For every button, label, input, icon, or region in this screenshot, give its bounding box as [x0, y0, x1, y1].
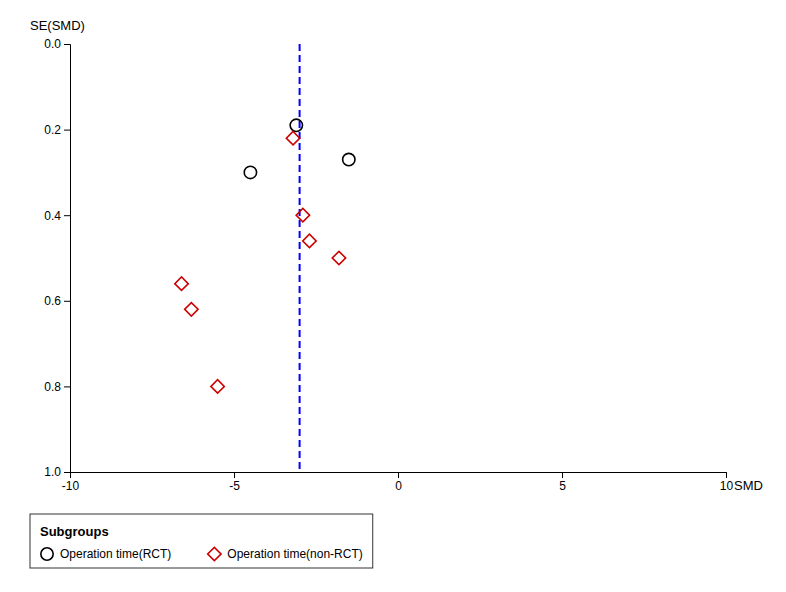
tick-label: -5	[229, 479, 240, 493]
tick-label: 0.4	[44, 209, 61, 223]
tick-mark	[726, 472, 727, 478]
legend-title: Subgroups	[40, 524, 109, 539]
x-axis-title: SMD	[734, 478, 763, 493]
marks	[175, 44, 355, 472]
reference-line	[299, 44, 301, 472]
series	[244, 119, 355, 178]
tick-label: 10	[720, 479, 734, 493]
point	[244, 166, 256, 178]
tick-mark	[64, 472, 70, 473]
tick: 5	[559, 472, 566, 493]
point	[211, 380, 224, 393]
tick-mark	[64, 44, 70, 45]
tick: 1.0	[44, 465, 70, 479]
tick-label: 5	[559, 479, 566, 493]
point	[343, 153, 355, 165]
legend-label: Operation time(non-RCT)	[227, 547, 362, 561]
tick: 0.6	[44, 294, 70, 308]
tick-label: -10	[62, 479, 80, 493]
series	[175, 131, 346, 393]
tick: -5	[229, 472, 240, 493]
legend-symbol	[208, 547, 221, 560]
tick-mark	[64, 386, 70, 387]
legend-box	[30, 514, 373, 568]
y-axis: 0.0 0.2 0.4 0.6 0.8 1.0	[44, 37, 70, 479]
tick: 0.0	[44, 37, 70, 51]
point	[185, 303, 198, 316]
tick-mark	[234, 472, 235, 478]
legend-item: Operation time(RCT)	[41, 547, 172, 561]
tick-label: 0.0	[44, 37, 61, 51]
tick-label: 1.0	[44, 465, 61, 479]
legend-item: Operation time(non-RCT)	[208, 547, 363, 561]
chart: -10 -5 0 5 10 0.0 0.2 0.4 0.6 0.8 1.0 SE(SMD) SMD Sub…	[0, 0, 786, 592]
y-axis-title: SE(SMD)	[30, 18, 85, 33]
point	[296, 208, 309, 221]
tick-mark	[64, 130, 70, 131]
tick-mark	[398, 472, 399, 478]
tick-mark	[64, 301, 70, 302]
tick-label: 0	[395, 479, 402, 493]
point	[175, 277, 188, 290]
point	[286, 131, 299, 144]
point	[332, 251, 345, 264]
tick-label: 0.6	[44, 294, 61, 308]
tick-mark	[562, 472, 563, 478]
plot: -10 -5 0 5 10 0.0 0.2 0.4 0.6 0.8 1.0	[44, 37, 733, 492]
tick: 0.8	[44, 380, 70, 394]
tick: 0.2	[44, 123, 70, 137]
tick: 10	[720, 472, 734, 493]
point	[290, 119, 302, 131]
axis-line	[71, 473, 727, 479]
legend-label: Operation time(RCT)	[60, 547, 171, 561]
legend-symbol	[41, 548, 53, 560]
point	[303, 234, 316, 247]
legend: Subgroups Operation time(RCT) Operation ti…	[30, 514, 373, 568]
tick-label: 0.8	[44, 380, 61, 394]
tick-mark	[64, 215, 70, 216]
x-axis: -10 -5 0 5 10	[62, 472, 734, 493]
tick: 0.4	[44, 209, 70, 223]
axis-line	[64, 45, 71, 473]
tick: -10	[62, 472, 80, 493]
tick-label: 0.2	[44, 123, 61, 137]
tick: 0	[395, 472, 402, 493]
